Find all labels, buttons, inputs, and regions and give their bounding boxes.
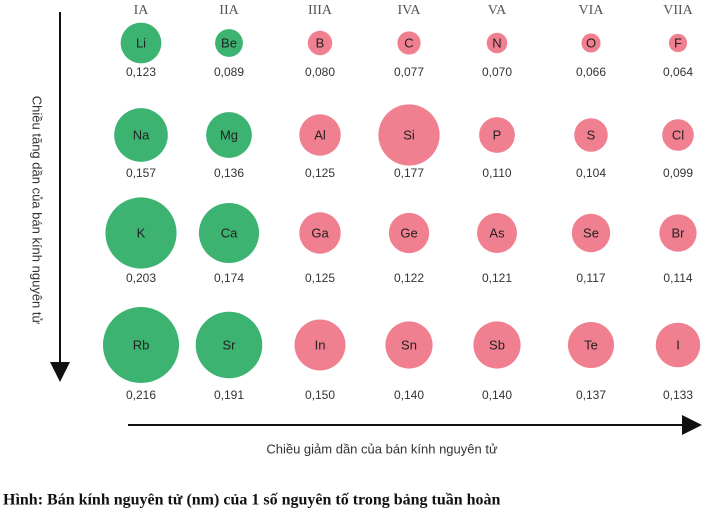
atom-symbol: Be bbox=[221, 35, 237, 50]
atom bbox=[105, 197, 177, 269]
atom bbox=[307, 30, 333, 56]
atom-radius: 0,140 bbox=[394, 388, 424, 402]
group-label: VIA bbox=[579, 3, 605, 18]
atom-symbol: S bbox=[587, 127, 596, 142]
atom-radius: 0,080 bbox=[305, 65, 335, 79]
atom-radius: 0,114 bbox=[663, 271, 692, 285]
atom-symbol: Sn bbox=[401, 337, 417, 352]
atom-symbol: Se bbox=[583, 225, 599, 240]
group-label: VIIA bbox=[663, 3, 693, 18]
atom-radius: 0,077 bbox=[394, 65, 424, 79]
group-label: IA bbox=[134, 3, 150, 18]
atom-radius: 0,191 bbox=[214, 388, 244, 402]
caption: Hình: Bán kính nguyên tử (nm) của 1 số n… bbox=[3, 492, 501, 509]
atom bbox=[195, 311, 263, 379]
atom-symbol: Na bbox=[133, 127, 150, 142]
atom-symbol: Mg bbox=[220, 127, 238, 142]
atom bbox=[473, 321, 521, 369]
horizontal-label: Chiều giảm dần của bán kính nguyên tử bbox=[266, 441, 498, 456]
atom-radius: 0,070 bbox=[482, 65, 512, 79]
atom-radius: 0,177 bbox=[394, 166, 424, 180]
atom-symbol: F bbox=[674, 35, 682, 50]
atom-symbol: C bbox=[404, 35, 413, 50]
atom bbox=[120, 22, 162, 64]
atom-radius: 0,104 bbox=[576, 166, 606, 180]
atom-radius: 0,122 bbox=[394, 271, 424, 285]
atom-radius: 0,157 bbox=[126, 166, 156, 180]
atom bbox=[294, 319, 346, 371]
atom bbox=[659, 214, 697, 252]
atom-radius: 0,150 bbox=[305, 388, 335, 402]
atom-symbol: Br bbox=[672, 225, 686, 240]
atom-symbol: Al bbox=[314, 127, 326, 142]
atom-radius: 0,174 bbox=[214, 271, 244, 285]
atom-symbol: I bbox=[676, 337, 680, 352]
group-label: VA bbox=[488, 3, 507, 18]
atom-symbol: Cl bbox=[672, 127, 684, 142]
atom-symbol: Te bbox=[584, 337, 598, 352]
atom bbox=[215, 29, 243, 57]
atom-symbol: Sr bbox=[223, 337, 237, 352]
atom-symbol: K bbox=[137, 225, 146, 240]
atom-radius: 0,216 bbox=[126, 388, 156, 402]
atom bbox=[477, 213, 517, 253]
atom-symbol: As bbox=[489, 225, 505, 240]
atom-radius: 0,117 bbox=[576, 271, 605, 285]
group-label: IIA bbox=[219, 3, 239, 18]
atom-symbol: Rb bbox=[133, 337, 150, 352]
atom-radius: 0,133 bbox=[663, 388, 693, 402]
atom bbox=[486, 32, 508, 54]
atom-radius: 0,110 bbox=[482, 166, 511, 180]
atom-symbol: O bbox=[586, 35, 596, 50]
atom bbox=[668, 33, 688, 53]
atom-radius: 0,064 bbox=[663, 65, 693, 79]
atom bbox=[388, 212, 430, 254]
atom-symbol: Sb bbox=[489, 337, 505, 352]
atom bbox=[102, 306, 180, 384]
atom-radius: 0,121 bbox=[482, 271, 512, 285]
atom bbox=[581, 33, 601, 53]
vertical-label: Chiều tăng dần của bán kính nguyên tử bbox=[30, 96, 45, 325]
atom-symbol: Ga bbox=[311, 225, 329, 240]
atom bbox=[299, 114, 341, 156]
atom-radius: 0,140 bbox=[482, 388, 512, 402]
atom bbox=[571, 213, 611, 253]
atom-radius: 0,203 bbox=[126, 271, 156, 285]
atom-symbol: N bbox=[492, 35, 501, 50]
atom bbox=[662, 119, 694, 151]
atom bbox=[299, 212, 341, 254]
atom bbox=[206, 112, 252, 158]
atom-symbol: B bbox=[316, 35, 325, 50]
atom bbox=[385, 321, 433, 369]
atom-radius: 0,125 bbox=[305, 271, 335, 285]
atom bbox=[378, 104, 440, 166]
atom bbox=[567, 321, 615, 369]
atom-radius: 0,066 bbox=[576, 65, 606, 79]
atom bbox=[574, 118, 608, 152]
atom bbox=[479, 117, 515, 153]
atom bbox=[198, 202, 260, 264]
atom-radius: 0,099 bbox=[663, 166, 693, 180]
atom-symbol: Si bbox=[403, 127, 415, 142]
atom-radius: 0,089 bbox=[214, 65, 244, 79]
atom-symbol: Li bbox=[136, 35, 146, 50]
atom-radius: 0,137 bbox=[576, 388, 606, 402]
atom-radius: 0,136 bbox=[214, 166, 244, 180]
group-label: IVA bbox=[397, 3, 421, 18]
group-label: IIIA bbox=[308, 3, 333, 18]
atom bbox=[397, 31, 421, 55]
atom-symbol: Ca bbox=[221, 225, 238, 240]
atom bbox=[655, 322, 701, 368]
atom-radius: 0,125 bbox=[305, 166, 335, 180]
atom-symbol: P bbox=[493, 127, 502, 142]
atom-symbol: In bbox=[315, 337, 326, 352]
atom-radius: 0,123 bbox=[126, 65, 156, 79]
atom bbox=[114, 108, 168, 162]
atom-symbol: Ge bbox=[400, 225, 417, 240]
